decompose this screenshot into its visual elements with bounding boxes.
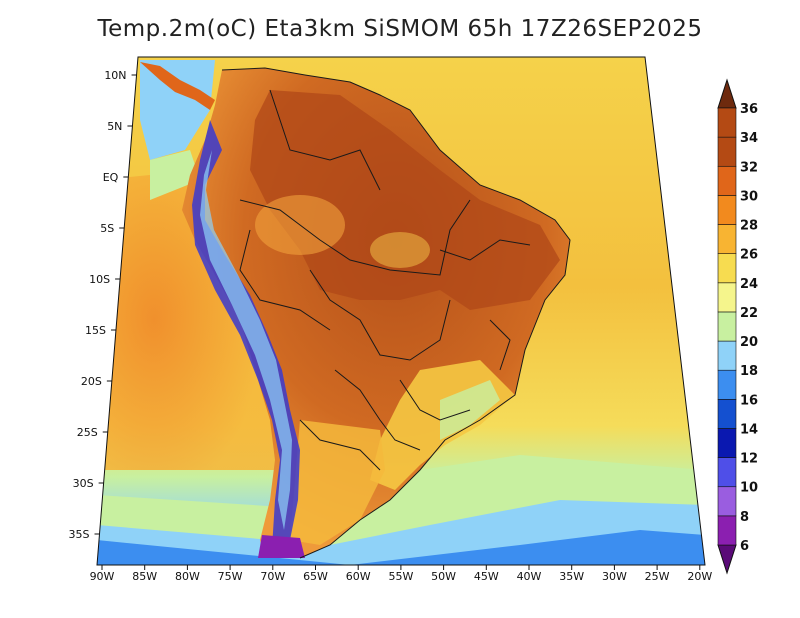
colorbar-label: 26 — [740, 248, 758, 263]
longitude-label: 55W — [388, 570, 413, 583]
colorbar-label: 30 — [740, 189, 758, 204]
colorbar-band — [718, 428, 736, 457]
colorbar-band — [718, 370, 736, 399]
colorbar-label: 14 — [740, 422, 758, 437]
interior-warm-patch-2 — [370, 232, 430, 268]
colorbar-band — [718, 137, 736, 166]
latitude-label: 10S — [89, 273, 110, 286]
colorbar-label: 8 — [740, 510, 749, 525]
colorbar-band — [718, 516, 736, 545]
longitude-label: 90W — [90, 570, 115, 583]
colorbar-label: 18 — [740, 364, 758, 379]
latitude-label: EQ — [103, 171, 119, 184]
colorbar: 6 8 10 12 14 16 18 20 22 24 26 28 30 32 34 36 — [718, 80, 758, 573]
colorbar-band — [718, 283, 736, 312]
colorbar-label: 16 — [740, 393, 758, 408]
colorbar-band — [718, 341, 736, 370]
map-frame-fill — [90, 55, 710, 570]
colorbar-label: 12 — [740, 452, 758, 467]
latitude-label: 5N — [107, 120, 122, 133]
longitude-label: 20W — [687, 570, 712, 583]
longitude-label: 25W — [645, 570, 670, 583]
longitude-label: 30W — [602, 570, 627, 583]
longitude-label: 50W — [431, 570, 456, 583]
longitude-label: 40W — [517, 570, 542, 583]
colorbar-label: 6 — [740, 539, 749, 554]
longitude-label: 80W — [175, 570, 200, 583]
colorbar-band — [718, 254, 736, 283]
colorbar-label: 10 — [740, 481, 758, 496]
colorbar-label: 20 — [740, 335, 758, 350]
latitude-label: 20S — [81, 375, 102, 388]
colorbar-label: 24 — [740, 277, 758, 292]
colorbar-band — [718, 487, 736, 516]
colorbar-label: 28 — [740, 219, 758, 234]
colorbar-band — [718, 166, 736, 195]
longitude-label: 45W — [474, 570, 499, 583]
latitude-label: 30S — [73, 477, 94, 490]
longitude-label: 65W — [303, 570, 328, 583]
colorbar-top-arrow — [718, 80, 736, 108]
colorbar-label: 22 — [740, 306, 758, 321]
colorbar-band — [718, 399, 736, 428]
longitude-label: 70W — [260, 570, 285, 583]
longitude-axis: 90W 85W 80W 75W 70W 65W 60W 55W 50W 45W 40W 35W 30W 2… — [90, 565, 713, 583]
colorbar-band — [718, 108, 736, 137]
colorbar-band — [718, 195, 736, 224]
longitude-label: 35W — [559, 570, 584, 583]
longitude-label: 75W — [218, 570, 243, 583]
longitude-label: 60W — [346, 570, 371, 583]
colorbar-label: 34 — [740, 131, 758, 146]
colorbar-band — [718, 458, 736, 487]
andes-cold-peak — [258, 535, 305, 558]
temperature-map: 10N 5N EQ 5S 10S 15S 20S 25S 30S 35S 90W 85W 80W 75W… — [0, 0, 800, 618]
latitude-label: 35S — [69, 528, 90, 541]
colorbar-band — [718, 225, 736, 254]
colorbar-band — [718, 312, 736, 341]
colorbar-label: 36 — [740, 102, 758, 117]
latitude-label: 10N — [104, 69, 126, 82]
latitude-label: 25S — [77, 426, 98, 439]
longitude-label: 85W — [132, 570, 157, 583]
colorbar-label: 32 — [740, 160, 758, 175]
colorbar-bottom-arrow — [718, 545, 736, 573]
latitude-label: 5S — [100, 222, 114, 235]
latitude-label: 15S — [85, 324, 106, 337]
